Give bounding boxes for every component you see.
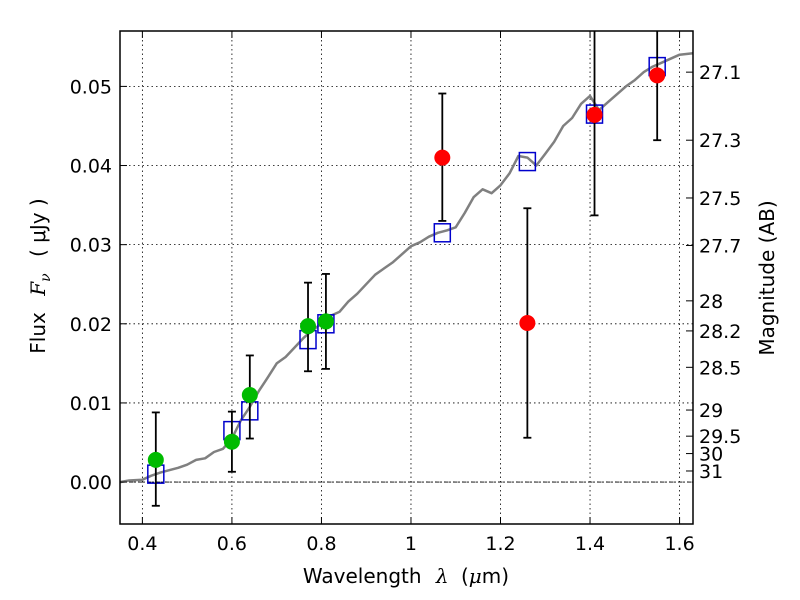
y2-tick-label: 27.5 xyxy=(699,188,741,210)
observed-point-red xyxy=(649,67,666,84)
y-axis-label-symbol: F xyxy=(26,281,50,297)
y2-tick-label: 28.2 xyxy=(699,321,741,343)
x-axis-unit-mu: μ xyxy=(469,564,482,588)
observed-point-green xyxy=(300,318,317,335)
observed-point-green xyxy=(147,451,164,468)
y-tick-label: 0.05 xyxy=(70,76,112,98)
y-tick-label: 0.01 xyxy=(70,393,112,415)
x-axis-unit-rest: m) xyxy=(482,564,509,588)
y2-tick-label: 30 xyxy=(699,444,723,466)
y-axis-label-subscript: ν xyxy=(38,273,54,282)
x-tick-label: 1.6 xyxy=(664,533,694,555)
y2-tick-label: 29.5 xyxy=(699,426,741,448)
x-tick-label: 1.2 xyxy=(485,533,515,555)
plot-frame xyxy=(119,30,694,525)
y2-tick-label: 28 xyxy=(699,291,723,313)
x-tick-label: 1 xyxy=(405,533,417,555)
y-axis-label-unit: ( μJy ) xyxy=(26,198,50,257)
y-tick-label: 0.04 xyxy=(70,156,112,178)
y2-tick-label: 27.3 xyxy=(699,130,741,152)
y-axis-label: Flux Fν ( μJy ) xyxy=(26,198,55,353)
observed-point-green xyxy=(223,433,240,450)
y-tick-label: 0.03 xyxy=(70,235,112,257)
axis-ticks: 0.4 0.6 0.8 1 1.2 1.4 1.6 0.00 0.01 0.02 0.03 0.04 0… xyxy=(70,31,741,555)
observed-point-green xyxy=(241,387,258,404)
x-tick-label: 0.4 xyxy=(127,533,157,555)
y-tick-label: 0.00 xyxy=(70,472,112,494)
x-axis-label: Wavelength λ (μm) xyxy=(303,564,509,588)
observed-point-red xyxy=(519,315,536,332)
x-tick-label: 0.6 xyxy=(217,533,247,555)
x-axis-label-symbol: λ xyxy=(435,564,449,588)
y2-tick-label: 29 xyxy=(699,400,723,422)
y2-tick-label: 28.5 xyxy=(699,357,741,379)
x-axis-label-text: Wavelength xyxy=(303,564,422,588)
observed-point-green xyxy=(317,313,334,330)
y2-tick-label: 27.1 xyxy=(699,62,741,84)
y2-tick-label: 31 xyxy=(699,461,723,483)
y2-tick-label: 27.7 xyxy=(699,235,741,257)
model-flux-square xyxy=(433,223,452,243)
model-flux-square xyxy=(518,151,537,172)
observed-point-red xyxy=(434,149,451,166)
y2-axis-label: Magnitude (AB) xyxy=(755,200,779,355)
x-tick-label: 0.8 xyxy=(306,533,336,555)
x-tick-label: 1.4 xyxy=(575,533,605,555)
observed-point-red xyxy=(586,106,603,123)
y-tick-label: 0.02 xyxy=(70,314,112,336)
x-axis-unit-open: ( xyxy=(461,564,469,588)
y-axis-label-text: Flux xyxy=(26,312,50,354)
plot-area xyxy=(119,31,694,507)
model-spectrum-line xyxy=(119,51,694,484)
grid xyxy=(120,31,693,524)
